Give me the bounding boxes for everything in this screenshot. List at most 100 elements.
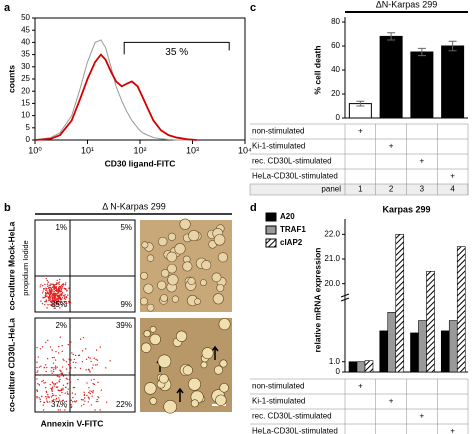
event-dot [42, 290, 44, 292]
panel-letter: d [250, 202, 257, 214]
y-tick-label: 1.0 [329, 357, 341, 366]
row-label: rec. CD30L-stimulated [252, 412, 332, 421]
cell [167, 232, 176, 241]
event-dot [70, 403, 72, 406]
event-dot [93, 378, 95, 381]
event-dot [59, 394, 61, 397]
event-dot [74, 354, 77, 357]
event-dot [43, 401, 46, 404]
event-dot [51, 301, 53, 304]
cell [149, 325, 157, 333]
event-dot [72, 353, 74, 356]
event-dot [66, 289, 68, 292]
event-dot [96, 359, 99, 361]
quadrant-label: 2% [55, 321, 67, 330]
event-dot [67, 393, 69, 395]
cell [160, 269, 170, 278]
y-tick-label: 15 [21, 99, 30, 108]
event-dot [51, 390, 53, 393]
event-dot [90, 404, 93, 406]
event-dot [42, 288, 45, 290]
event-dot [94, 364, 97, 366]
event-dot [50, 387, 52, 390]
event-dot [73, 386, 76, 389]
event-dot [72, 361, 75, 363]
event-dot [61, 284, 63, 287]
cell [201, 260, 212, 271]
bar [348, 361, 358, 373]
event-dot [39, 286, 41, 288]
event-dot [55, 299, 57, 301]
event-dot [61, 285, 64, 288]
event-dot [44, 289, 47, 292]
histogram-line [34, 53, 197, 141]
event-dot [46, 366, 48, 369]
event-dot [67, 364, 70, 366]
event-dot [98, 397, 100, 399]
cell [201, 347, 214, 360]
event-dot [46, 401, 49, 403]
event-dot [96, 364, 98, 366]
event-dot [38, 366, 41, 368]
event-dot [56, 404, 59, 406]
event-dot [64, 409, 66, 411]
cell [139, 297, 149, 306]
event-dot [38, 397, 40, 399]
x-tick-label: 10⁴ [238, 145, 252, 155]
event-dot [36, 371, 38, 374]
cell [149, 397, 158, 405]
y-tick-label: 0 [26, 135, 31, 144]
y-tick-label: 80 [331, 17, 340, 26]
y-tick-label: 60 [331, 41, 340, 50]
event-dot [61, 350, 63, 353]
event-dot [52, 383, 55, 385]
event-dot [54, 301, 57, 304]
event-dot [58, 303, 60, 306]
event-dot [53, 398, 55, 401]
event-dot [70, 406, 72, 409]
y-tick-label: 5 [26, 123, 31, 132]
event-dot [58, 405, 61, 408]
event-dot [51, 349, 53, 351]
event-dot [54, 284, 57, 286]
event-dot [59, 293, 62, 296]
gate-label: 35 % [165, 47, 188, 58]
event-dot [45, 370, 47, 373]
micrograph [140, 220, 232, 412]
event-dot [46, 295, 48, 297]
cell [182, 261, 193, 272]
event-dot [93, 357, 95, 359]
event-dot [44, 395, 47, 398]
error-bar [356, 100, 365, 107]
cell-mark: + [389, 397, 394, 406]
cell-mark: + [358, 127, 363, 136]
event-dot [88, 370, 91, 372]
y-tick-label: 20 [331, 89, 340, 98]
cell [213, 365, 224, 375]
event-dot [84, 400, 86, 402]
row-label: non-stimulated [252, 127, 304, 136]
x-axis-label: Annexin V-FITC [41, 418, 104, 428]
y-tick-label: 45 [21, 25, 30, 34]
event-dot [79, 338, 82, 340]
bar [387, 312, 397, 373]
row-label: Ki-1-stimulated [252, 397, 305, 406]
event-dot [56, 386, 58, 388]
event-dot [90, 379, 93, 381]
event-dot [96, 398, 98, 401]
event-dot [47, 285, 49, 287]
event-dot [51, 382, 54, 384]
event-dot [57, 282, 60, 284]
event-dot [45, 292, 47, 295]
event-dot [37, 382, 39, 385]
event-dot [61, 391, 63, 394]
event-dot [65, 406, 67, 408]
event-dot [49, 346, 52, 348]
event-dot [58, 295, 60, 298]
event-dot [89, 392, 91, 395]
event-dot [73, 358, 76, 361]
bar [364, 360, 374, 373]
event-dot [97, 396, 99, 398]
event-dot [47, 339, 49, 342]
cell-mark: + [450, 172, 455, 181]
